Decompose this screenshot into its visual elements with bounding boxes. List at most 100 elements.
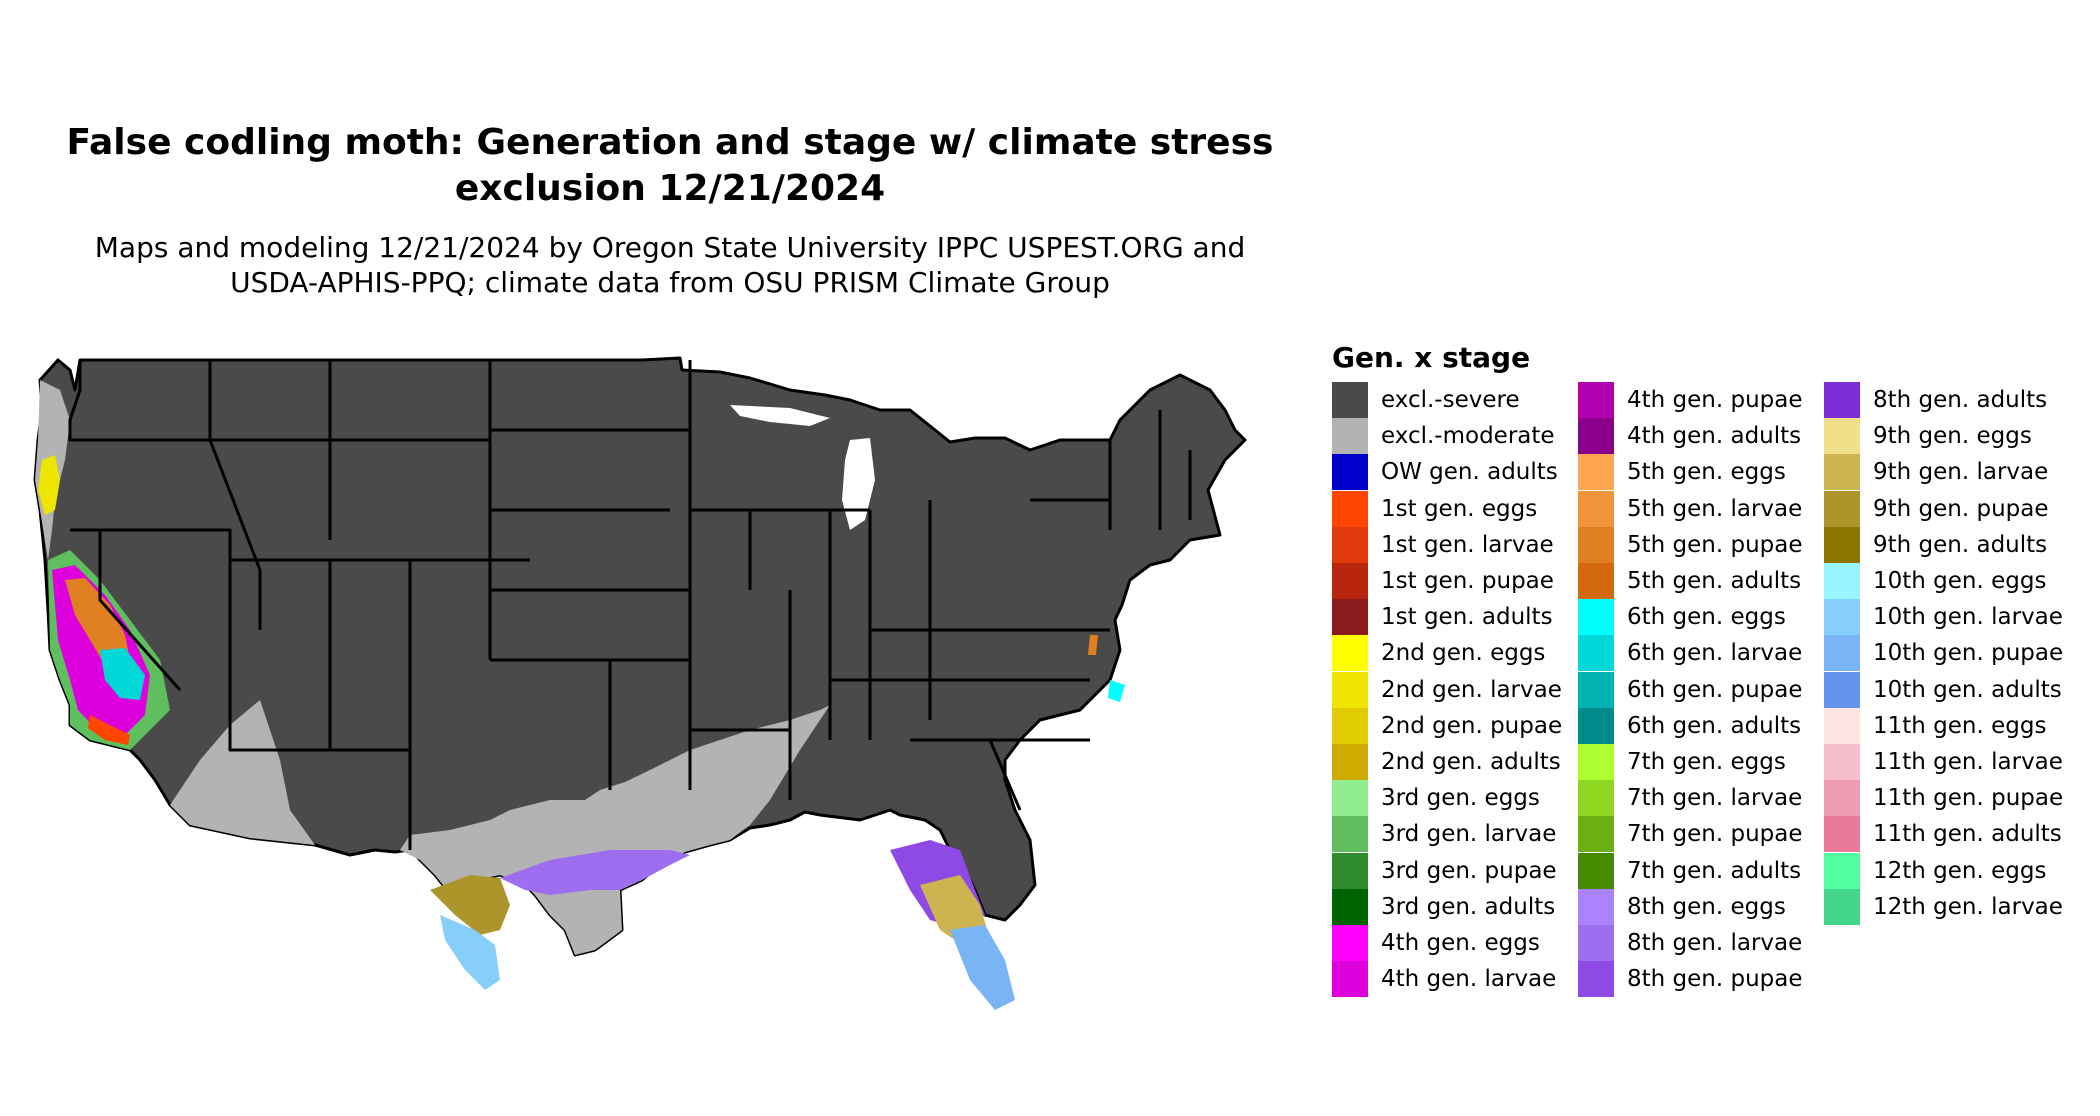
legend-swatch — [1578, 780, 1614, 817]
legend-item: 2nd gen. larvae — [1332, 671, 1562, 708]
legend-swatch — [1332, 599, 1368, 636]
legend-label: 2nd gen. eggs — [1381, 640, 1546, 667]
legend-item: 4th gen. eggs — [1332, 925, 1540, 961]
legend-swatch — [1332, 526, 1368, 563]
legend-label: 8th gen. adults — [1873, 387, 2048, 413]
legend-swatch — [1332, 563, 1368, 599]
gulf-coast-8th-gen — [500, 850, 690, 895]
legend-label: 9th gen. pupae — [1873, 495, 2049, 522]
legend-label: 8th gen. pupae — [1627, 966, 1803, 993]
legend-item: 2nd gen. adults — [1332, 744, 1561, 780]
legend-label: 11th gen. pupae — [1873, 785, 2064, 812]
legend-item: 2nd gen. pupae — [1332, 707, 1563, 744]
legend-swatch — [1824, 816, 1860, 853]
legend-item: 3rd gen. adults — [1332, 888, 1555, 925]
east-coast-6th-gen — [1108, 680, 1125, 702]
legend-swatch — [1578, 744, 1614, 780]
legend-swatch — [1824, 744, 1860, 780]
california-1st-gen-coast — [88, 715, 130, 745]
legend-label: 7th gen. eggs — [1627, 749, 1786, 775]
legend-label: 7th gen. pupae — [1627, 821, 1803, 848]
map-subtitle: Maps and modeling 12/21/2024 by Oregon S… — [30, 230, 1310, 300]
legend-item: 6th gen. larvae — [1578, 635, 1803, 672]
legend-item: 6th gen. pupae — [1578, 671, 1803, 708]
legend-item: 9th gen. pupae — [1824, 490, 2049, 527]
legend-swatch — [1824, 563, 1860, 599]
legend-swatch — [1578, 563, 1614, 599]
legend-swatch — [1824, 671, 1860, 708]
legend-swatch — [1332, 816, 1368, 853]
legend-item: 7th gen. adults — [1578, 852, 1801, 889]
legend-item: 3rd gen. pupae — [1332, 852, 1557, 889]
legend-item: 3rd gen. eggs — [1332, 780, 1540, 817]
legend-item: 2nd gen. eggs — [1332, 635, 1546, 672]
legend-label: 4th gen. adults — [1627, 423, 1802, 450]
legend-label: 12th gen. larvae — [1873, 893, 2063, 920]
legend-swatch — [1824, 526, 1860, 563]
legend-swatch — [1332, 744, 1368, 780]
legend-label: 3rd gen. larvae — [1381, 821, 1557, 848]
legend-swatch — [1824, 382, 1860, 418]
legend-swatch — [1578, 671, 1614, 708]
lake-superior — [730, 405, 830, 426]
us-map — [33, 356, 1247, 1010]
legend-item: 4th gen. adults — [1578, 418, 1802, 455]
legend-item: excl.-severe — [1332, 382, 1520, 418]
legend-swatch — [1332, 635, 1368, 672]
legend-swatch — [1578, 852, 1614, 889]
legend-label: 5th gen. adults — [1627, 568, 1802, 594]
legend-swatch — [1824, 490, 1860, 527]
legend-swatch — [1578, 526, 1614, 563]
legend-item: 9th gen. eggs — [1824, 418, 2032, 455]
state-borders — [68, 360, 1192, 850]
map-title-line-2: exclusion 12/21/2024 — [454, 168, 886, 209]
florida-10th-gen — [950, 925, 1015, 1010]
legend-swatch — [1332, 671, 1368, 708]
map-subtitle-line-1: Maps and modeling 12/21/2024 by Oregon S… — [94, 231, 1246, 264]
legend-item: 9th gen. larvae — [1824, 454, 2048, 491]
legend-item: 5th gen. pupae — [1578, 526, 1803, 563]
legend-label: excl.-severe — [1381, 387, 1520, 413]
legend-label: 1st gen. larvae — [1381, 531, 1554, 558]
legend-item: 8th gen. larvae — [1578, 925, 1802, 961]
legend-label: 4th gen. larvae — [1381, 966, 1557, 993]
legend-item: 7th gen. larvae — [1578, 780, 1803, 817]
legend-label: 2nd gen. pupae — [1381, 712, 1563, 739]
legend-swatch — [1578, 925, 1614, 961]
east-coast-5th-gen — [1088, 635, 1098, 655]
legend-item: 10th gen. pupae — [1824, 635, 2064, 672]
legend-item: 5th gen. adults — [1578, 563, 1801, 599]
legend-label: 6th gen. pupae — [1627, 676, 1803, 703]
map-subtitle-line-2: USDA-APHIS-PPQ; climate data from OSU PR… — [230, 266, 1110, 299]
legend-label: 10th gen. adults — [1873, 676, 2062, 703]
legend-label: 4th gen. eggs — [1381, 930, 1540, 956]
legend-swatch — [1824, 707, 1860, 744]
legend-label: 6th gen. adults — [1627, 712, 1802, 739]
legend-swatch — [1578, 888, 1614, 925]
legend-label: 11th gen. adults — [1873, 821, 2062, 848]
legend-item: 8th gen. adults — [1824, 382, 2047, 418]
legend-item: 1st gen. pupae — [1332, 563, 1554, 599]
legend-item: OW gen. adults — [1332, 454, 1558, 491]
legend-swatch — [1332, 780, 1368, 817]
texas-coast-9th-gen — [430, 875, 510, 935]
legend-swatch — [1578, 961, 1614, 998]
legend-label: 9th gen. eggs — [1873, 423, 2032, 450]
legend-swatch — [1578, 490, 1614, 527]
legend-label: 10th gen. pupae — [1873, 640, 2064, 667]
legend-swatch — [1332, 925, 1368, 961]
legend-item: 3rd gen. larvae — [1332, 816, 1557, 853]
legend-item: 12th gen. larvae — [1824, 888, 2063, 925]
legend-label: 7th gen. larvae — [1627, 785, 1803, 812]
legend-label: 4th gen. pupae — [1627, 387, 1803, 413]
texas-coast-10th-gen — [440, 915, 500, 990]
legend-item: 9th gen. adults — [1824, 526, 2047, 563]
legend-label: 12th gen. eggs — [1873, 857, 2047, 884]
legend-swatch — [1332, 852, 1368, 889]
legend-label: 6th gen. larvae — [1627, 640, 1803, 667]
legend-label: 11th gen. larvae — [1873, 749, 2063, 775]
legend-label: excl.-moderate — [1381, 423, 1555, 450]
legend-swatch — [1824, 780, 1860, 817]
legend-item: 10th gen. adults — [1824, 671, 2062, 708]
legend-swatch — [1578, 382, 1614, 418]
